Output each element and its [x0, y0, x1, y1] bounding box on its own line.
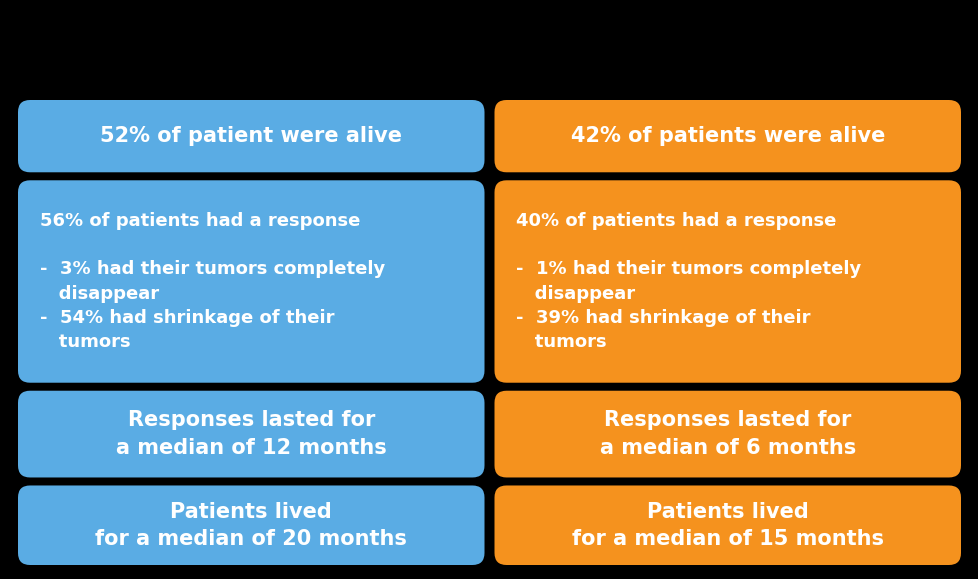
Text: 40% of patients had a response

-  1% had their tumors completely
   disappear
-: 40% of patients had a response - 1% had …	[516, 212, 861, 351]
Text: Responses lasted for
a median of 12 months: Responses lasted for a median of 12 mont…	[115, 411, 386, 457]
Text: 56% of patients had a response

-  3% had their tumors completely
   disappear
-: 56% of patients had a response - 3% had …	[40, 212, 385, 351]
FancyBboxPatch shape	[494, 391, 960, 478]
Text: 42% of patients were alive: 42% of patients were alive	[570, 126, 884, 146]
FancyBboxPatch shape	[494, 180, 960, 383]
FancyBboxPatch shape	[18, 100, 484, 173]
FancyBboxPatch shape	[494, 100, 960, 173]
FancyBboxPatch shape	[18, 391, 484, 478]
FancyBboxPatch shape	[18, 485, 484, 565]
Text: Patients lived
for a median of 15 months: Patients lived for a median of 15 months	[571, 501, 883, 549]
FancyBboxPatch shape	[494, 485, 960, 565]
FancyBboxPatch shape	[18, 180, 484, 383]
Text: Responses lasted for
a median of 6 months: Responses lasted for a median of 6 month…	[599, 411, 855, 457]
Text: Patients lived
for a median of 20 months: Patients lived for a median of 20 months	[95, 501, 407, 549]
Text: 52% of patient were alive: 52% of patient were alive	[100, 126, 402, 146]
